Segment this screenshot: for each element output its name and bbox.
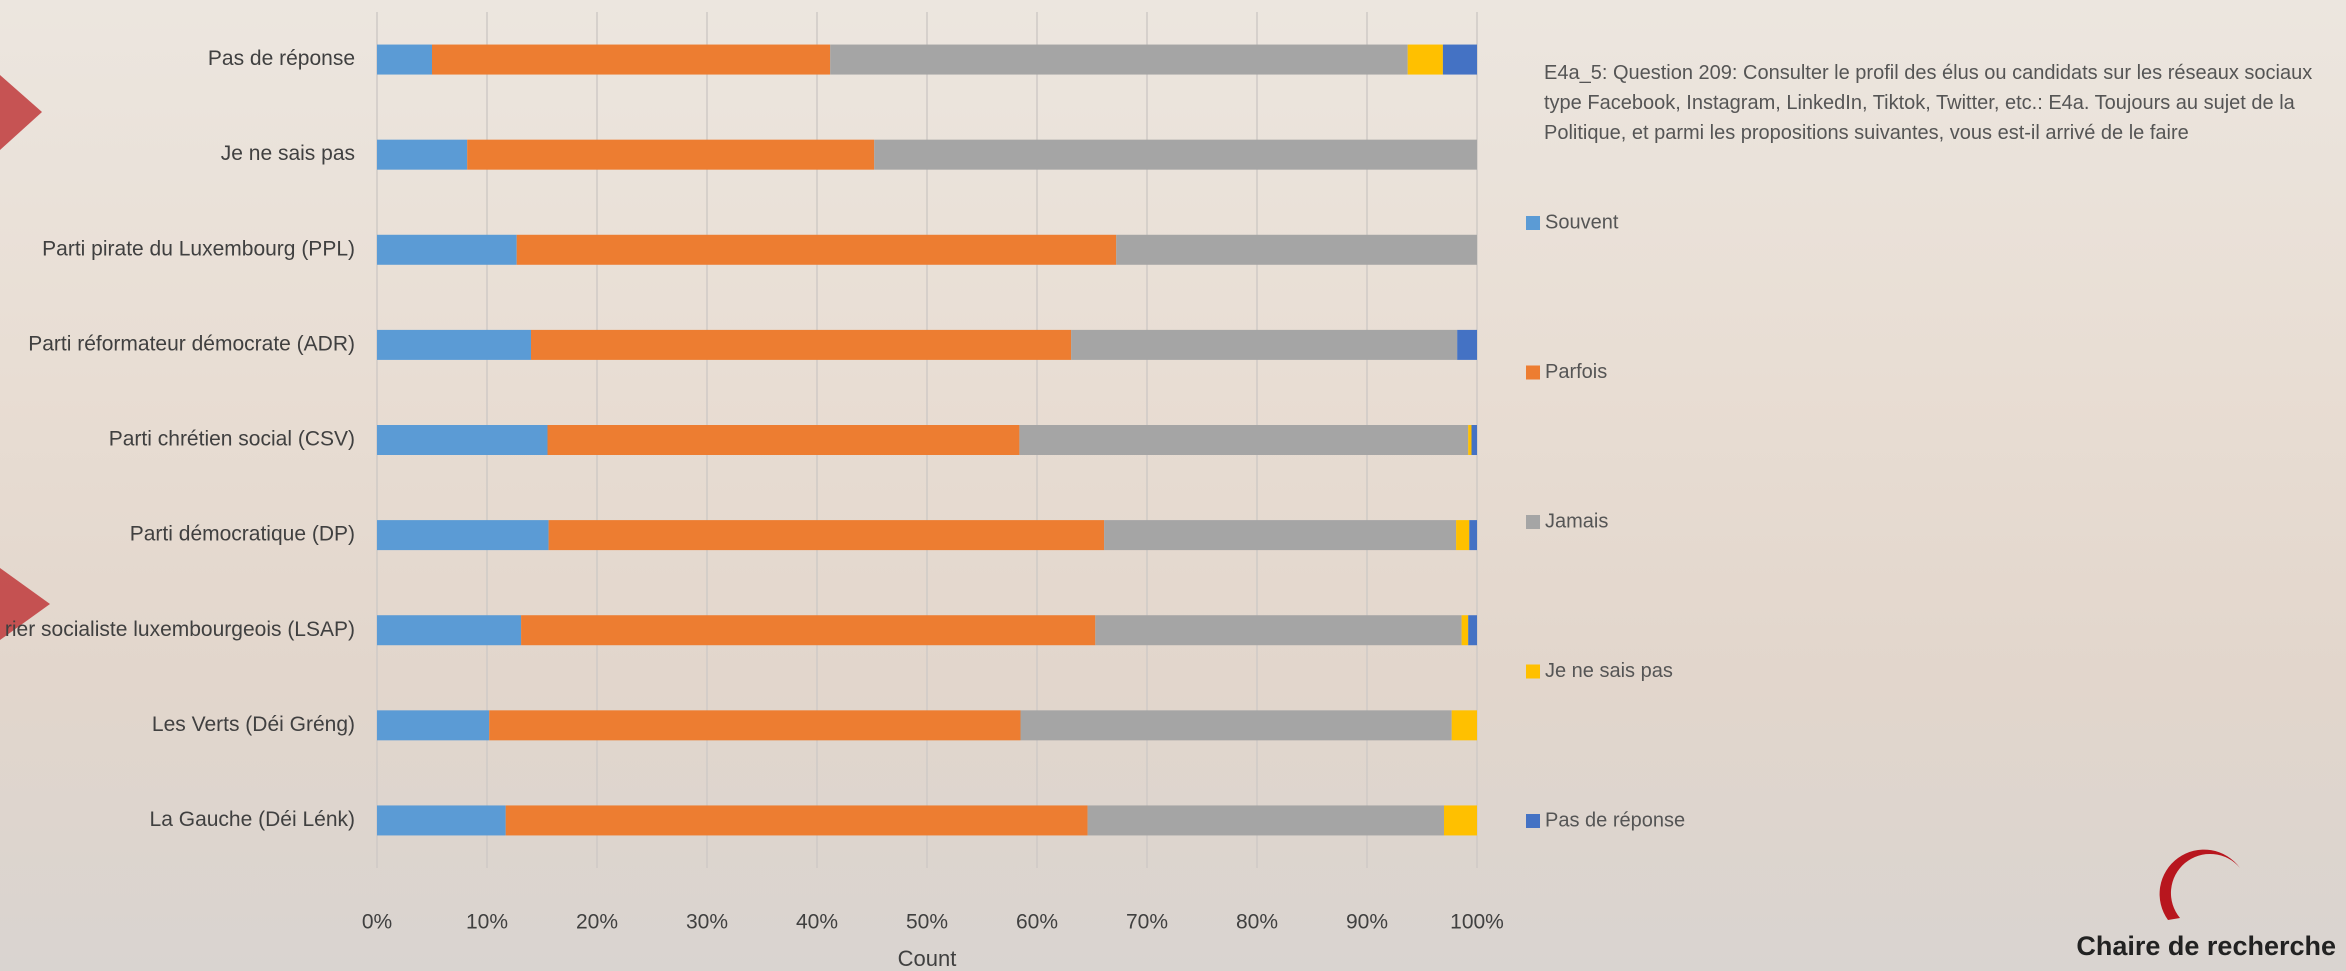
bar-segment <box>830 44 1408 75</box>
bar-segment <box>1095 615 1462 646</box>
legend-swatch <box>1526 664 1540 679</box>
bar-segment <box>377 234 517 265</box>
legend-swatch <box>1526 365 1540 380</box>
bar-segment <box>1442 44 1477 75</box>
bar-segment <box>377 139 468 170</box>
bar-segment <box>432 44 831 75</box>
bar-segment <box>377 805 506 836</box>
x-tick-label: 20% <box>576 911 618 934</box>
bar-segment <box>377 44 432 75</box>
bar-segment <box>377 425 548 455</box>
x-tick-label: 0% <box>362 911 392 934</box>
legend-swatch <box>1526 814 1540 828</box>
bar-segment <box>1469 520 1477 551</box>
bar-segment <box>377 710 490 741</box>
bar-segment <box>874 139 1477 170</box>
bar-segment <box>377 615 522 646</box>
x-tick-label: 10% <box>466 911 508 934</box>
legend-swatch <box>1526 216 1540 230</box>
x-axis-label: Count <box>898 946 957 971</box>
bar-segment <box>547 425 1020 455</box>
decor-arrow <box>0 568 50 640</box>
bar-segment <box>1457 329 1477 360</box>
legend-label: Parfois <box>1545 361 1607 383</box>
bar-segment <box>1461 615 1469 646</box>
bar-segment <box>1468 425 1472 455</box>
bar-segment <box>1468 615 1477 646</box>
bar-segment <box>377 329 531 360</box>
legend-label: Je ne sais pas <box>1545 660 1673 682</box>
legend-label: Jamais <box>1545 510 1608 532</box>
legend-title: E4a_5: Question 209: Consulter le profil… <box>1544 62 2313 144</box>
x-tick-label: 80% <box>1236 911 1278 934</box>
bar-segment <box>1456 520 1470 551</box>
bar-segment <box>1019 425 1469 455</box>
bar-segment <box>505 805 1088 836</box>
bar-segment <box>516 234 1117 265</box>
bar-segment <box>1104 520 1457 551</box>
bar-segment <box>1471 425 1477 455</box>
x-tick-label: 50% <box>906 911 948 934</box>
x-tick-label: 70% <box>1126 911 1168 934</box>
bar-segment <box>521 615 1096 646</box>
bar-segment <box>377 520 549 551</box>
bar-segment <box>548 520 1105 551</box>
x-tick-label: 40% <box>796 911 838 934</box>
bar-segment <box>1071 329 1458 360</box>
x-tick-label: 30% <box>686 911 728 934</box>
logo-text: Chaire de recherche <box>2076 931 2336 961</box>
legend-label: Souvent <box>1545 211 1619 233</box>
x-tick-label: 100% <box>1450 911 1504 934</box>
y-tick-label: Parti démocratique (DP) <box>130 523 355 546</box>
bar-segment <box>1020 710 1452 741</box>
y-tick-label: Je ne sais pas <box>221 142 355 165</box>
y-tick-label: Les Verts (Déi Gréng) <box>152 713 355 736</box>
x-tick-label: 60% <box>1016 911 1058 934</box>
bar-segment <box>1407 44 1443 75</box>
x-tick-label: 90% <box>1346 911 1388 934</box>
bar-segment <box>531 329 1072 360</box>
legend-label: Pas de réponse <box>1545 809 1685 831</box>
logo-mark <box>2159 849 2240 920</box>
y-tick-label: Parti pirate du Luxembourg (PPL) <box>42 237 355 260</box>
legend-swatch <box>1526 515 1540 529</box>
y-tick-label: La Gauche (Déi Lénk) <box>150 808 355 831</box>
y-tick-label: Parti réformateur démocrate (ADR) <box>28 332 355 355</box>
y-tick-label: rier socialiste luxembourgeois (LSAP) <box>5 618 355 641</box>
bar-segment <box>1451 710 1477 741</box>
y-tick-label: Parti chrétien social (CSV) <box>109 428 355 451</box>
bar-segment <box>489 710 1021 741</box>
decor-arrow <box>0 75 42 150</box>
bar-segment <box>1444 805 1477 836</box>
y-tick-label: Pas de réponse <box>208 47 355 70</box>
bar-segment <box>1087 805 1444 836</box>
bar-segment <box>467 139 875 170</box>
bar-segment <box>1116 234 1477 265</box>
